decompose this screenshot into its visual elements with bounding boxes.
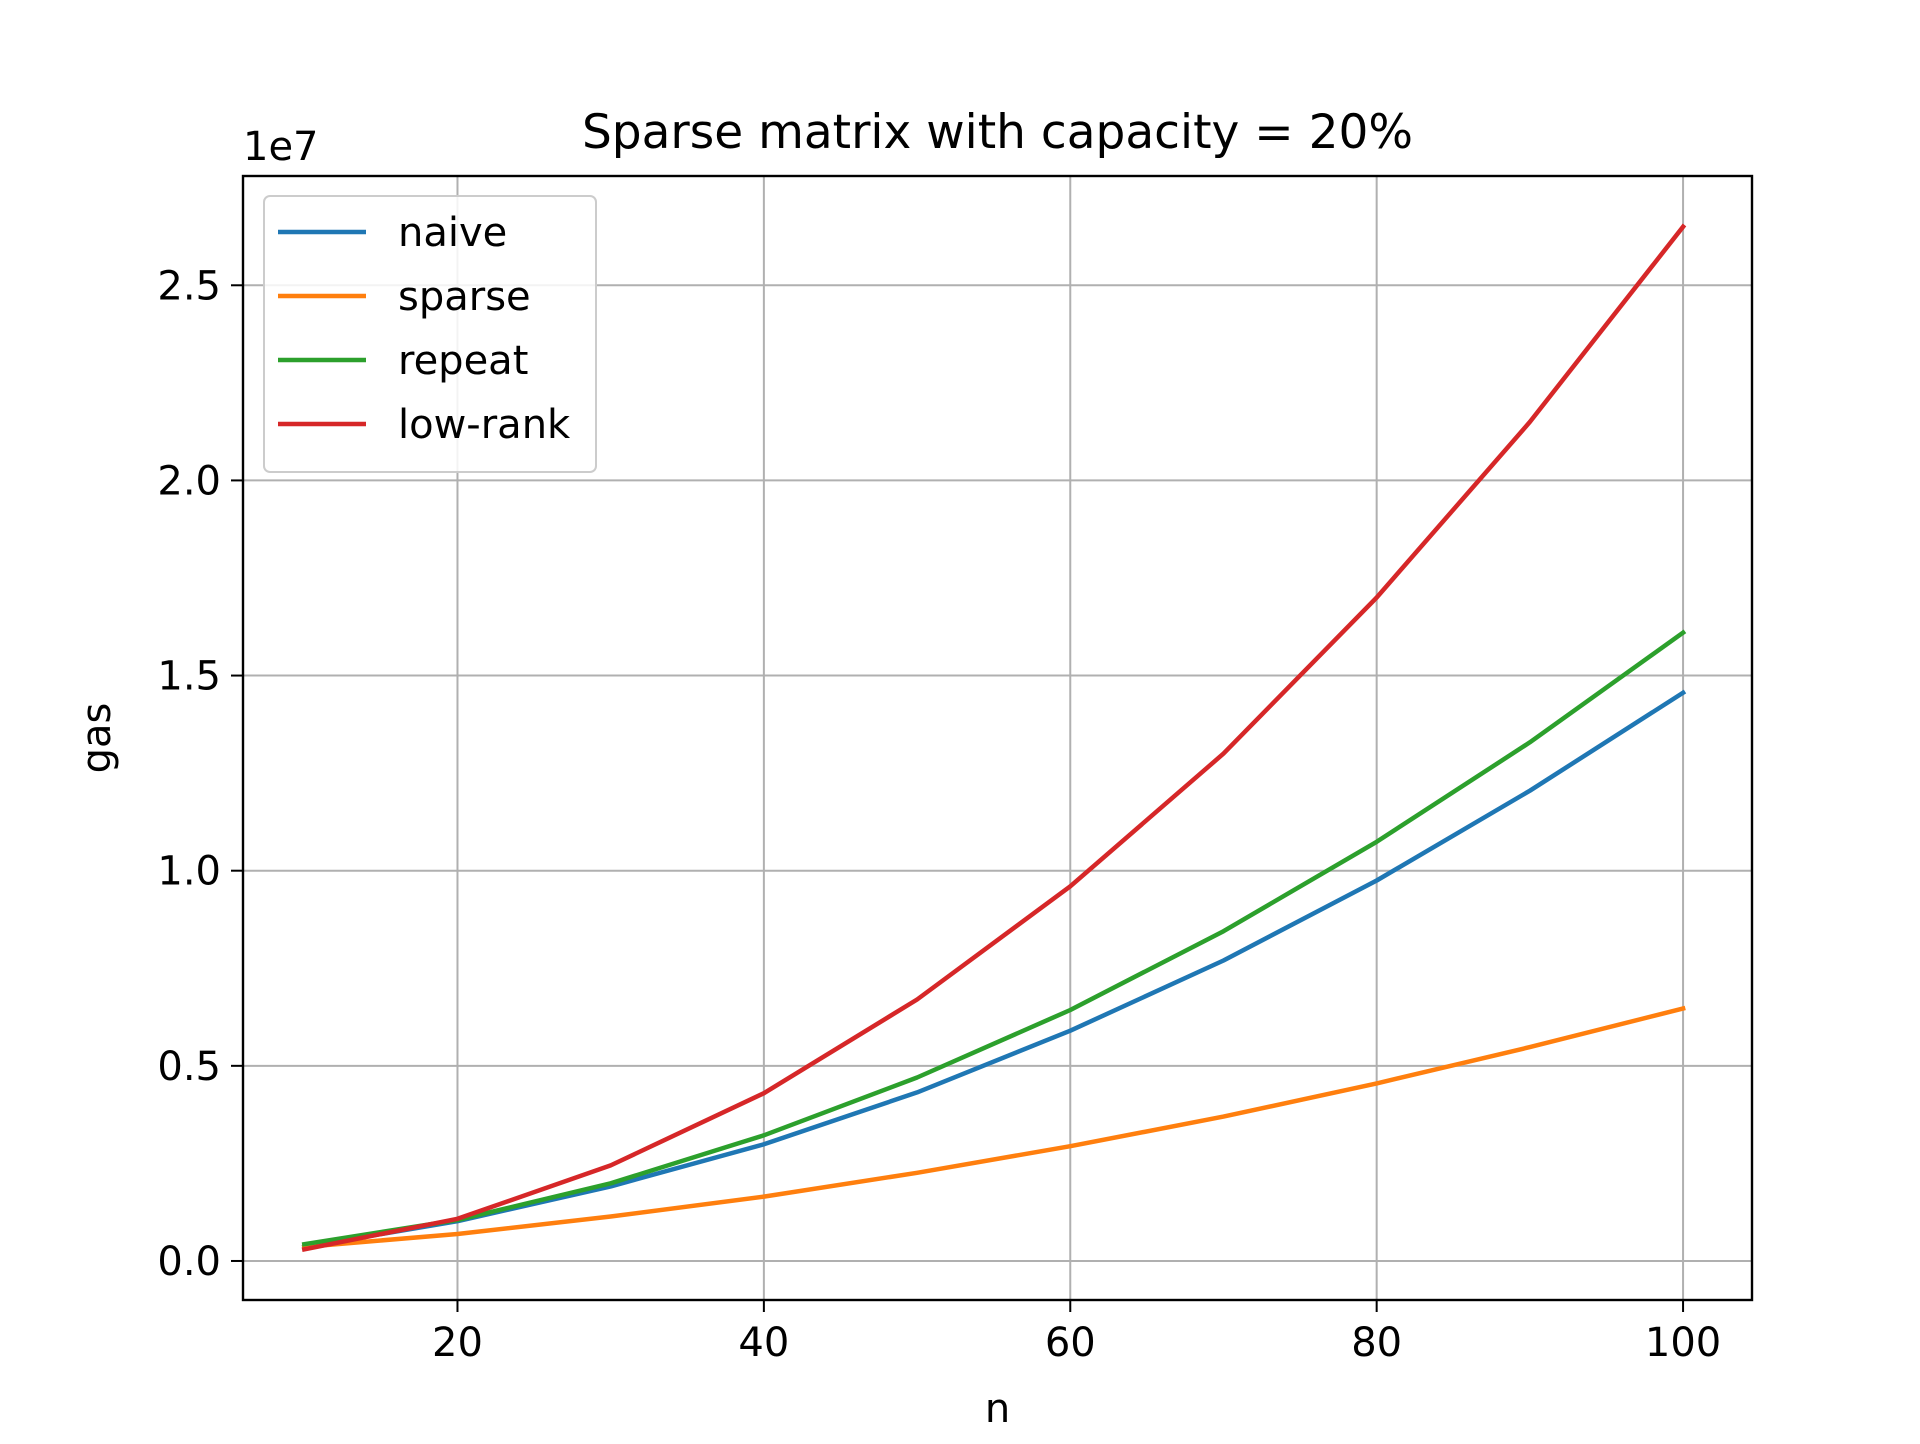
chart-title: Sparse matrix with capacity = 20% xyxy=(582,105,1413,160)
y-tick-label: 2.5 xyxy=(157,263,221,309)
x-tick-label: 60 xyxy=(1045,1320,1096,1366)
y-tick-label: 1.5 xyxy=(157,654,221,700)
y-axis-label: gas xyxy=(74,703,120,774)
legend-label-sparse: sparse xyxy=(398,274,531,320)
x-axis-label: n xyxy=(985,1386,1010,1432)
legend-label-repeat: repeat xyxy=(398,338,528,384)
x-tick-label: 20 xyxy=(432,1320,483,1366)
y-axis-offset-label: 1e7 xyxy=(243,124,319,170)
x-tick-label: 80 xyxy=(1351,1320,1402,1366)
y-tick-label: 0.5 xyxy=(157,1044,221,1090)
x-tick-label: 100 xyxy=(1645,1320,1721,1366)
y-tick-label: 2.0 xyxy=(157,458,221,504)
legend: naive sparse repeat low-rank xyxy=(264,196,596,472)
legend-label-low-rank: low-rank xyxy=(398,402,571,448)
y-tick-label: 1.0 xyxy=(157,849,221,895)
x-tick-label: 40 xyxy=(738,1320,789,1366)
y-tick-label: 0.0 xyxy=(157,1239,221,1285)
legend-label-naive: naive xyxy=(398,210,507,256)
